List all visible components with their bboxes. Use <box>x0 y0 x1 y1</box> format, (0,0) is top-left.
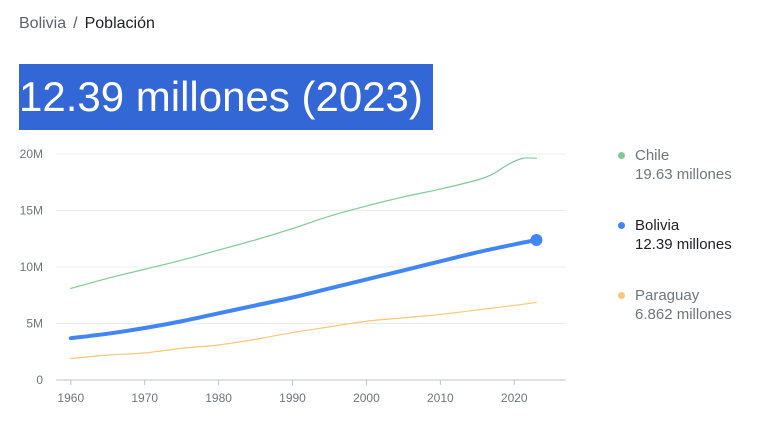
legend-dot-paraguay <box>618 292 625 299</box>
legend-value: 12.39 millones <box>635 236 732 253</box>
legend-dot-chile <box>618 152 625 159</box>
breadcrumb-current: Población <box>84 15 155 32</box>
x-tick-label: 1960 <box>57 391 84 405</box>
y-tick-label: 0 <box>36 373 43 387</box>
x-tick-label: 2010 <box>427 391 454 405</box>
legend-value: 6.862 millones <box>635 306 732 323</box>
breadcrumb-link-bolivia[interactable]: Bolivia <box>19 15 67 32</box>
x-tick-label: 1980 <box>205 391 232 405</box>
series-line-bolivia <box>68 237 539 341</box>
axes: 0 5M 10M 15M 20M 1960 1970 1980 1990 2000 2010 2020 <box>20 147 566 405</box>
legend-name: Chile <box>635 147 670 164</box>
population-line-chart[interactable]: 0 5M 10M 15M 20M 1960 1970 1980 1990 2000 2010 2020 <box>0 140 600 410</box>
x-tick-label: 1970 <box>131 391 158 405</box>
breadcrumb-separator: / <box>73 15 78 32</box>
legend-name: Paraguay <box>635 287 700 304</box>
series-line-paraguay <box>70 301 538 360</box>
x-tick-label: 2020 <box>501 391 528 405</box>
y-tick-label: 20M <box>20 147 43 161</box>
legend-value: 19.63 millones <box>635 166 732 183</box>
series-lines <box>68 157 539 360</box>
x-tick-label: 2000 <box>353 391 380 405</box>
legend-dot-bolivia <box>618 222 625 229</box>
x-tick-label: 1990 <box>279 391 306 405</box>
y-tick-label: 10M <box>20 260 43 274</box>
y-tick-label: 15M <box>20 204 43 218</box>
population-headline: 12.39 millones (2023) <box>19 64 433 130</box>
legend-name: Bolivia <box>635 217 680 234</box>
breadcrumb: Bolivia / Población <box>19 15 155 33</box>
gridlines <box>56 153 566 324</box>
highlight-marker-bolivia <box>530 233 543 246</box>
y-tick-label: 5M <box>26 317 43 331</box>
series-line-chile <box>70 157 538 290</box>
markers <box>530 233 543 246</box>
